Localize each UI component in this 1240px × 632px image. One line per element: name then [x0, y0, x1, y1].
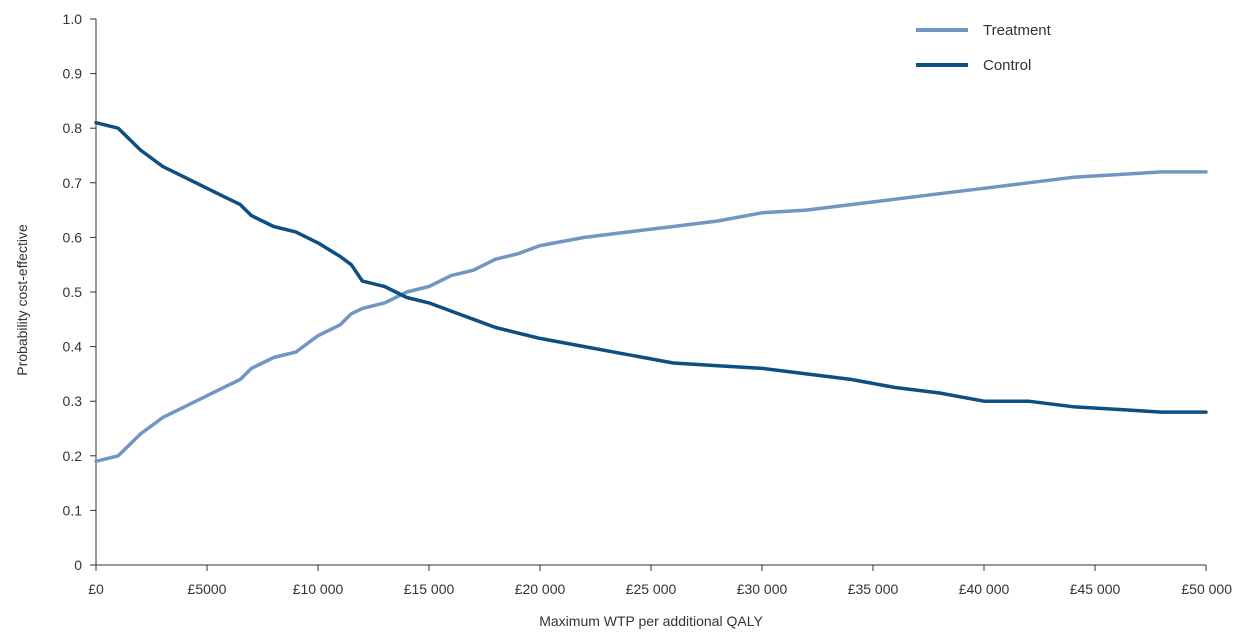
- x-tick-label: £50 000: [1181, 581, 1232, 597]
- x-tick-label: £35 000: [848, 581, 899, 597]
- y-tick-label: 0: [74, 557, 82, 573]
- x-tick-label: £5000: [188, 581, 227, 597]
- x-tick-label: £30 000: [737, 581, 788, 597]
- legend-label-control: Control: [983, 57, 1031, 74]
- y-tick-label: 0.5: [63, 284, 83, 300]
- x-tick-label: £45 000: [1070, 581, 1121, 597]
- legend-item-control: Control: [916, 57, 1031, 74]
- series-line-treatment: [94, 170, 1208, 464]
- legend: Treatment Control: [916, 22, 1052, 74]
- y-tick-label: 1.0: [63, 11, 83, 27]
- series-line-control: [94, 120, 1208, 414]
- y-tick-label: 0.8: [63, 120, 83, 136]
- y-tick-label: 0.6: [63, 229, 83, 245]
- y-tick-label: 0.2: [63, 448, 83, 464]
- x-tick-label: £15 000: [404, 581, 455, 597]
- legend-item-treatment: Treatment: [916, 22, 1052, 39]
- legend-label-treatment: Treatment: [983, 22, 1052, 39]
- y-tick-label: 0.3: [63, 393, 83, 409]
- y-axis-ticks: 0 0.1 0.2 0.3 0.4 0.5 0.6 0.7 0.8 0.9 1.0: [63, 11, 96, 573]
- x-tick-label: £0: [88, 581, 104, 597]
- y-tick-label: 0.7: [63, 175, 83, 191]
- series-lines: [94, 120, 1208, 464]
- y-tick-label: 0.4: [63, 339, 83, 355]
- x-axis-ticks: £0 £5000 £10 000 £15 000 £20 000 £25 000 £30 0…: [88, 565, 1232, 597]
- y-axis-title: Probability cost-effective: [14, 224, 30, 376]
- x-tick-label: £10 000: [293, 581, 344, 597]
- x-axis-title: Maximum WTP per additional QALY: [539, 613, 763, 629]
- x-tick-label: £25 000: [626, 581, 677, 597]
- x-tick-label: £40 000: [959, 581, 1010, 597]
- x-tick-label: £20 000: [515, 581, 566, 597]
- y-tick-label: 0.9: [63, 66, 83, 82]
- y-tick-label: 0.1: [63, 502, 83, 518]
